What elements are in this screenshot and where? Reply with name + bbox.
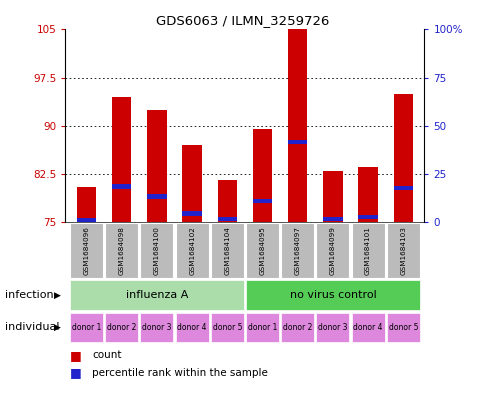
Bar (140, 312, 173, 342)
Bar (386, 222, 419, 279)
Bar (351, 222, 384, 279)
Bar (316, 312, 348, 342)
Text: GSM1684103: GSM1684103 (399, 226, 406, 275)
Bar (322, 217, 342, 221)
Text: donor 3: donor 3 (318, 323, 347, 332)
Bar (245, 312, 278, 342)
Text: donor 3: donor 3 (142, 323, 171, 332)
Bar (351, 312, 384, 342)
Text: donor 4: donor 4 (353, 323, 382, 332)
Text: GSM1684101: GSM1684101 (364, 226, 370, 275)
Bar (281, 312, 314, 342)
Text: no virus control: no virus control (289, 290, 376, 300)
Bar (112, 97, 131, 222)
Bar (393, 186, 412, 190)
Text: influenza A: influenza A (125, 290, 188, 300)
Text: donor 5: donor 5 (212, 323, 242, 332)
Bar (182, 145, 201, 222)
Bar (175, 222, 208, 279)
Bar (175, 312, 208, 342)
Text: ■: ■ (70, 349, 82, 362)
Bar (70, 222, 103, 279)
Bar (217, 180, 237, 222)
Bar (358, 215, 377, 219)
Bar (70, 280, 243, 310)
Bar (105, 312, 138, 342)
Bar (245, 280, 419, 310)
Text: ▶: ▶ (54, 323, 60, 332)
Text: GSM1684102: GSM1684102 (189, 226, 195, 275)
Text: donor 2: donor 2 (283, 323, 312, 332)
Bar (245, 222, 278, 279)
Text: ■: ■ (70, 366, 82, 380)
Text: individual: individual (5, 322, 60, 332)
Bar (70, 312, 103, 342)
Bar (112, 184, 131, 189)
Text: GSM1684097: GSM1684097 (294, 226, 300, 275)
Bar (147, 194, 166, 198)
Text: GSM1684104: GSM1684104 (224, 226, 230, 275)
Bar (217, 217, 237, 221)
Text: GSM1684095: GSM1684095 (259, 226, 265, 275)
Bar (252, 129, 272, 222)
Bar (105, 222, 138, 279)
Bar (182, 211, 201, 216)
Bar (287, 29, 307, 222)
Bar (393, 94, 412, 222)
Bar (386, 312, 419, 342)
Text: donor 4: donor 4 (177, 323, 207, 332)
Bar (281, 222, 314, 279)
Bar (252, 198, 272, 203)
Bar (77, 187, 96, 222)
Text: GSM1684100: GSM1684100 (153, 226, 160, 275)
Bar (211, 222, 243, 279)
Bar (322, 171, 342, 222)
Text: GDS6063 / ILMN_3259726: GDS6063 / ILMN_3259726 (155, 14, 329, 27)
Text: donor 1: donor 1 (72, 323, 101, 332)
Text: ▶: ▶ (54, 291, 60, 299)
Bar (287, 140, 307, 144)
Bar (140, 222, 173, 279)
Text: percentile rank within the sample: percentile rank within the sample (92, 368, 268, 378)
Text: GSM1684098: GSM1684098 (119, 226, 124, 275)
Text: GSM1684096: GSM1684096 (83, 226, 90, 275)
Bar (77, 218, 96, 222)
Text: donor 1: donor 1 (247, 323, 277, 332)
Bar (358, 167, 377, 222)
Text: GSM1684099: GSM1684099 (329, 226, 335, 275)
Bar (211, 312, 243, 342)
Text: donor 2: donor 2 (107, 323, 136, 332)
Bar (147, 110, 166, 222)
Text: infection: infection (5, 290, 54, 300)
Bar (316, 222, 348, 279)
Text: donor 5: donor 5 (388, 323, 417, 332)
Text: count: count (92, 350, 121, 360)
